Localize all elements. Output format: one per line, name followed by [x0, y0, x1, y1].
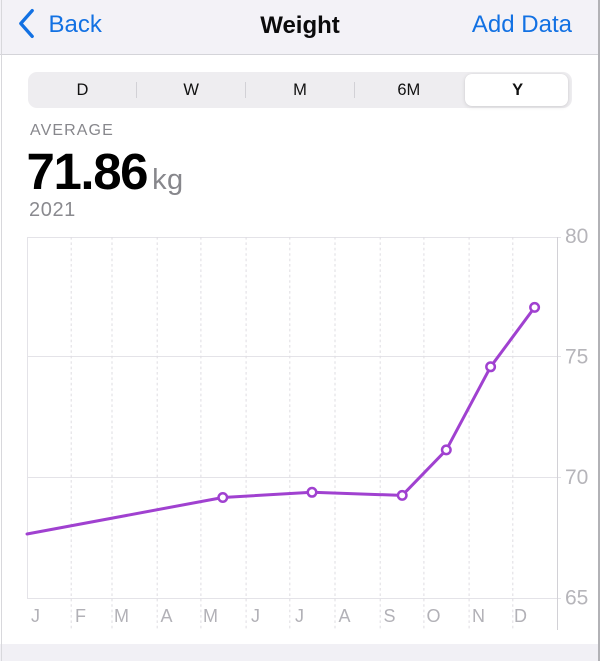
- svg-text:J: J: [31, 606, 40, 626]
- svg-text:70: 70: [565, 466, 588, 489]
- svg-text:A: A: [338, 606, 350, 626]
- svg-text:J: J: [295, 606, 304, 626]
- svg-text:S: S: [383, 606, 395, 626]
- svg-text:J: J: [251, 606, 260, 626]
- svg-text:M: M: [203, 606, 218, 626]
- svg-text:75: 75: [565, 346, 588, 369]
- svg-text:N: N: [472, 606, 485, 626]
- svg-text:D: D: [514, 606, 527, 626]
- svg-text:M: M: [114, 606, 129, 626]
- svg-text:F: F: [75, 606, 86, 626]
- svg-text:O: O: [426, 606, 440, 626]
- svg-text:A: A: [160, 606, 172, 626]
- svg-text:65: 65: [565, 587, 588, 610]
- svg-text:80: 80: [565, 225, 588, 248]
